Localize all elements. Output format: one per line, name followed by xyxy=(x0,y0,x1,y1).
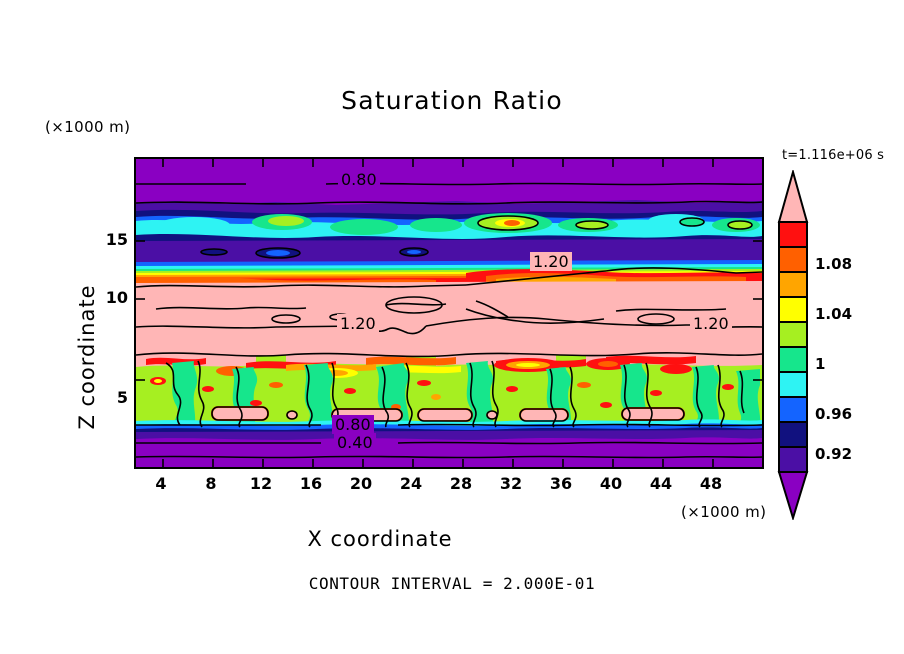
y-axis-unit-label: (×1000 m) xyxy=(45,118,131,136)
colorbar-tick-label: 0.96 xyxy=(815,405,853,423)
contour-label-0: 0.80 xyxy=(338,170,380,189)
y-axis-title: Z coordinate xyxy=(75,284,99,430)
contour-plot-area xyxy=(134,157,764,469)
x-tick-label: 36 xyxy=(549,474,573,493)
x-tick-label: 24 xyxy=(399,474,423,493)
x-tick-label: 28 xyxy=(449,474,473,493)
x-axis-unit-label: (×1000 m) xyxy=(681,503,767,521)
y-tick-label: 5 xyxy=(116,388,128,407)
time-annotation: t=1.116e+06 s xyxy=(782,148,885,163)
x-tick-label: 4 xyxy=(155,474,167,493)
contour-label-5: 0.40 xyxy=(334,433,376,452)
x-axis-title: X coordinate xyxy=(307,527,453,551)
contour-label-4: 0.80 xyxy=(332,415,374,434)
x-tick-label: 16 xyxy=(299,474,323,493)
figure-title: Saturation Ratio xyxy=(341,86,563,115)
colorbar-tick-label: 1.04 xyxy=(815,305,853,323)
contour-interval-note: CONTOUR INTERVAL = 2.000E-01 xyxy=(308,574,596,593)
y-tick-label: 15 xyxy=(105,230,128,249)
colorbar-swatches xyxy=(777,168,809,522)
colorbar-tick-label: 0.92 xyxy=(815,445,853,463)
x-tick-label: 20 xyxy=(349,474,373,493)
colorbar-tick-label: 1 xyxy=(815,355,826,373)
y-tick-label: 10 xyxy=(105,288,128,307)
colorbar xyxy=(775,168,815,522)
contour-field xyxy=(136,159,762,467)
contour-label-2: 1.20 xyxy=(337,314,379,333)
x-tick-label: 48 xyxy=(699,474,723,493)
contour-label-1: 1.20 xyxy=(530,252,572,271)
x-tick-label: 8 xyxy=(205,474,217,493)
contour-label-3: 1.20 xyxy=(690,314,732,333)
x-tick-label: 40 xyxy=(599,474,623,493)
colorbar-tick-label: 1.08 xyxy=(815,255,853,273)
x-tick-label: 32 xyxy=(499,474,523,493)
x-tick-label: 12 xyxy=(249,474,273,493)
x-tick-label: 44 xyxy=(649,474,673,493)
